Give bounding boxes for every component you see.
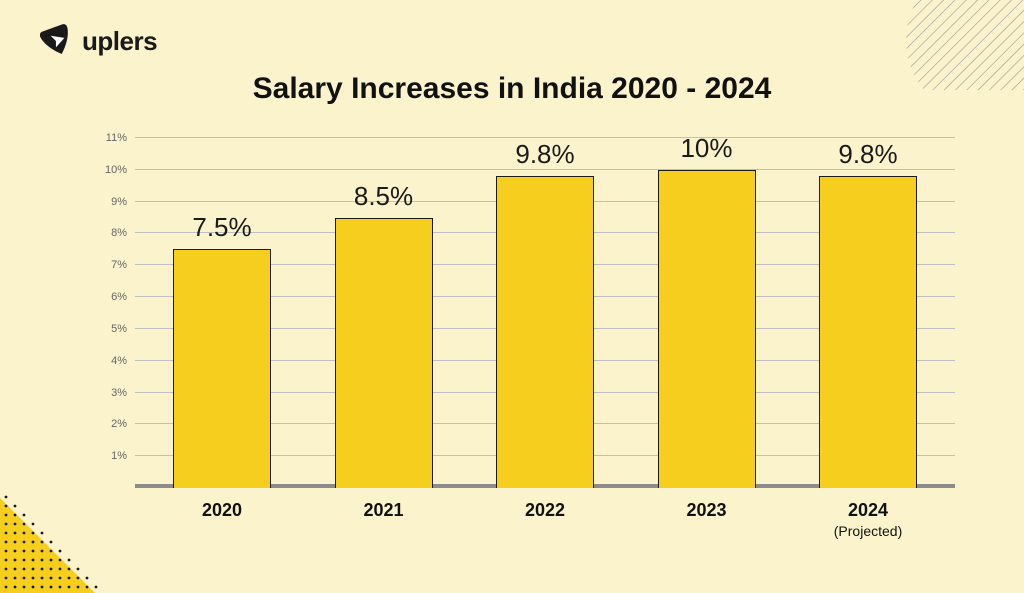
- bar: [819, 176, 917, 488]
- y-tick-label: 3%: [95, 387, 127, 399]
- x-axis-label: 2020: [173, 500, 271, 521]
- y-tick-label: 11%: [95, 132, 127, 144]
- y-tick-label: 7%: [95, 259, 127, 271]
- y-tick-label: 1%: [95, 450, 127, 462]
- x-axis-label: 2021: [335, 500, 433, 521]
- logo-text: uplers: [82, 26, 157, 57]
- chart-area: 1%2%3%4%5%6%7%8%9%10%11% 7.5%8.5%9.8%10%…: [95, 138, 955, 488]
- bar: [173, 249, 271, 488]
- chart-title: Salary Increases in India 2020 - 2024: [0, 72, 1024, 106]
- y-tick-label: 2%: [95, 418, 127, 430]
- bar: [658, 170, 756, 488]
- bar-value-label: 10%: [680, 133, 732, 164]
- paper-plane-icon: [40, 24, 74, 58]
- y-tick-label: 9%: [95, 196, 127, 208]
- bar-value-label: 9.8%: [515, 139, 574, 170]
- x-axis-labels: 2020 2021 2022 2023 2024(Projected): [135, 500, 995, 560]
- chart-canvas: uplers Salary Increases in India 2020 - …: [0, 0, 1024, 593]
- bar: [496, 176, 594, 488]
- x-axis-label: 2022: [496, 500, 594, 521]
- bar: [335, 218, 433, 488]
- bar-value-label: 9.8%: [838, 139, 897, 170]
- plot-region: 7.5%8.5%9.8%10%9.8%: [135, 138, 955, 488]
- bar-value-label: 8.5%: [354, 181, 413, 212]
- decor-triangle: [0, 483, 110, 593]
- x-axis-label: 2024(Projected): [819, 500, 917, 539]
- gridline: [135, 137, 955, 138]
- x-axis-label: 2023: [658, 500, 756, 521]
- y-tick-label: 4%: [95, 355, 127, 367]
- y-tick-label: 10%: [95, 164, 127, 176]
- x-axis-sublabel: (Projected): [819, 523, 917, 539]
- logo: uplers: [40, 24, 157, 58]
- y-tick-label: 8%: [95, 227, 127, 239]
- y-tick-label: 5%: [95, 323, 127, 335]
- bar-value-label: 7.5%: [192, 212, 251, 243]
- y-tick-label: 6%: [95, 291, 127, 303]
